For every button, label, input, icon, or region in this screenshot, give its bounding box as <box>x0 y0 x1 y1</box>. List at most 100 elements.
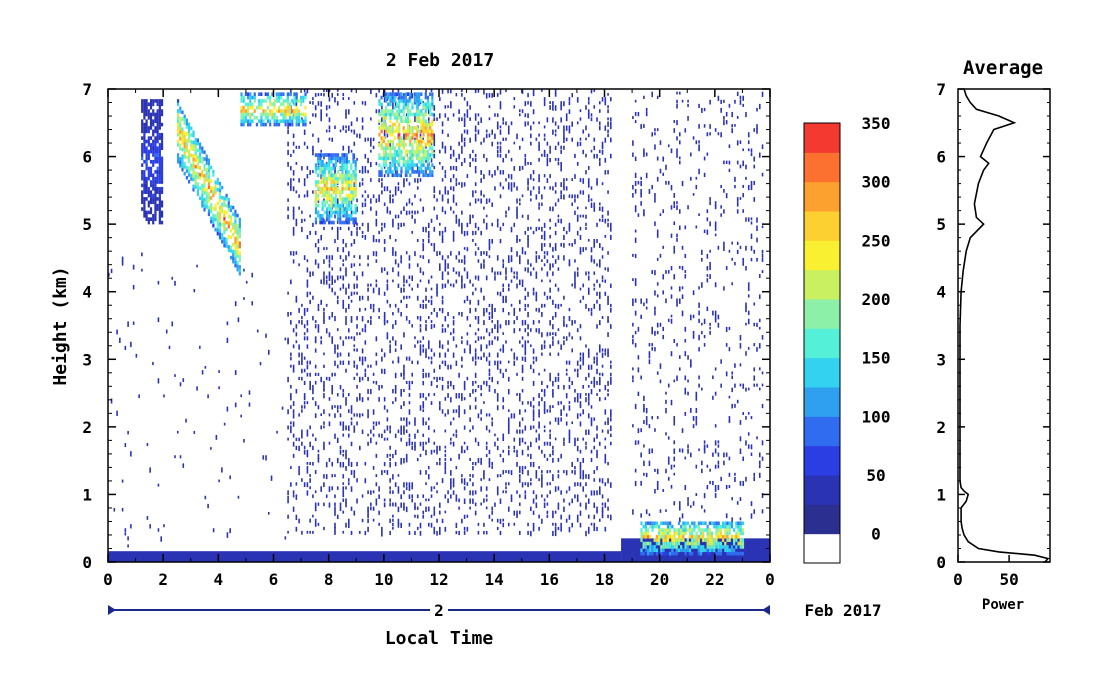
speckle-cell <box>441 271 444 276</box>
echo-cell <box>398 156 401 161</box>
echo-cell <box>179 120 182 124</box>
echo-cell <box>143 159 146 164</box>
speckle-cell <box>474 389 477 393</box>
speckle-cell <box>516 198 518 204</box>
speckle-cell <box>361 222 364 227</box>
speckle-cell <box>527 178 529 184</box>
speckle-cell <box>127 544 129 548</box>
speckle-cell <box>538 445 540 450</box>
speckle-cell <box>339 413 342 418</box>
speckle-cell <box>499 368 502 374</box>
echo-cell <box>145 210 148 215</box>
speckle-cell <box>640 124 642 129</box>
speckle-cell <box>698 310 700 316</box>
speckle-cell <box>317 263 320 269</box>
echo-cell <box>218 225 222 230</box>
speckle-cell <box>574 153 576 159</box>
speckle-cell <box>359 356 361 362</box>
echo-cell <box>244 112 248 117</box>
speckle-cell <box>535 307 538 312</box>
echo-cell <box>314 217 318 221</box>
speckle-cell <box>334 239 336 244</box>
echo-cell <box>225 244 228 249</box>
echo-cell <box>218 229 222 233</box>
speckle-cell <box>593 526 596 532</box>
speckle-cell <box>425 287 427 292</box>
speckle-cell <box>452 113 455 117</box>
speckle-cell <box>392 267 394 273</box>
speckle-cell <box>433 526 436 533</box>
speckle-cell <box>386 336 389 340</box>
speckle-cell <box>392 502 394 507</box>
speckle-cell <box>692 330 695 336</box>
speckle-cell <box>518 466 521 471</box>
speckle-cell <box>593 303 596 309</box>
echo-cell <box>391 109 394 113</box>
speckle-cell <box>480 478 482 481</box>
speckle-cell <box>604 125 607 131</box>
echo-cell <box>332 186 335 191</box>
echo-cell <box>347 214 351 218</box>
speckle-cell <box>538 202 540 207</box>
speckle-cell <box>444 457 447 462</box>
speckle-cell <box>673 448 676 454</box>
echo-cell <box>156 186 159 191</box>
echo-cell <box>152 163 155 167</box>
speckle-cell <box>336 93 339 96</box>
echo-cell <box>147 170 150 174</box>
echo-cell <box>234 223 237 227</box>
speckle-cell <box>560 344 562 350</box>
surface-layer-band <box>108 551 622 562</box>
speckle-cell <box>717 440 720 444</box>
speckle-cell <box>370 198 372 204</box>
speckle-cell <box>563 316 565 320</box>
speckle-cell <box>433 137 436 143</box>
speckle-cell <box>328 441 331 445</box>
speckle-cell <box>667 436 670 440</box>
speckle-cell <box>681 513 684 519</box>
speckle-cell <box>367 263 369 267</box>
speckle-cell <box>441 299 444 305</box>
echo-cell <box>319 217 322 221</box>
speckle-cell <box>543 251 546 255</box>
speckle-cell <box>450 251 452 256</box>
speckle-cell <box>601 247 604 251</box>
echo-cell <box>391 159 394 164</box>
speckle-cell <box>345 109 347 115</box>
speckle-cell <box>425 145 427 149</box>
speckle-cell <box>634 310 637 316</box>
speckle-cell <box>695 416 698 420</box>
echo-cell <box>389 156 392 161</box>
speckle-cell <box>345 287 347 293</box>
speckle-cell <box>673 245 676 250</box>
speckle-cell <box>298 360 300 365</box>
speckle-cell <box>474 340 477 344</box>
speckle-cell <box>552 117 554 123</box>
speckle-cell <box>574 494 576 499</box>
echo-cell <box>345 159 348 164</box>
echo-cell <box>203 167 206 171</box>
speckle-cell <box>439 445 441 451</box>
speckle-cell <box>610 121 612 126</box>
speckle-cell <box>325 113 328 117</box>
speckle-cell <box>714 424 717 428</box>
speckle-cell <box>372 506 375 511</box>
speckle-cell <box>532 425 535 429</box>
echo-cell <box>238 217 241 222</box>
echo-cell <box>395 102 399 107</box>
speckle-cell <box>403 457 405 464</box>
speckle-cell <box>339 461 342 468</box>
speckle-cell <box>607 352 609 358</box>
speckle-cell <box>411 494 414 499</box>
speckle-cell <box>563 405 565 411</box>
echo-cell <box>251 105 254 110</box>
speckle-cell <box>397 518 400 525</box>
speckle-cell <box>557 287 560 292</box>
echo-cell <box>330 159 333 164</box>
echo-cell <box>160 214 164 218</box>
speckle-cell <box>731 124 733 128</box>
echo-cell <box>332 200 335 205</box>
speckle-cell <box>364 166 367 172</box>
echo-cell <box>293 95 296 100</box>
speckle-cell <box>386 453 389 458</box>
